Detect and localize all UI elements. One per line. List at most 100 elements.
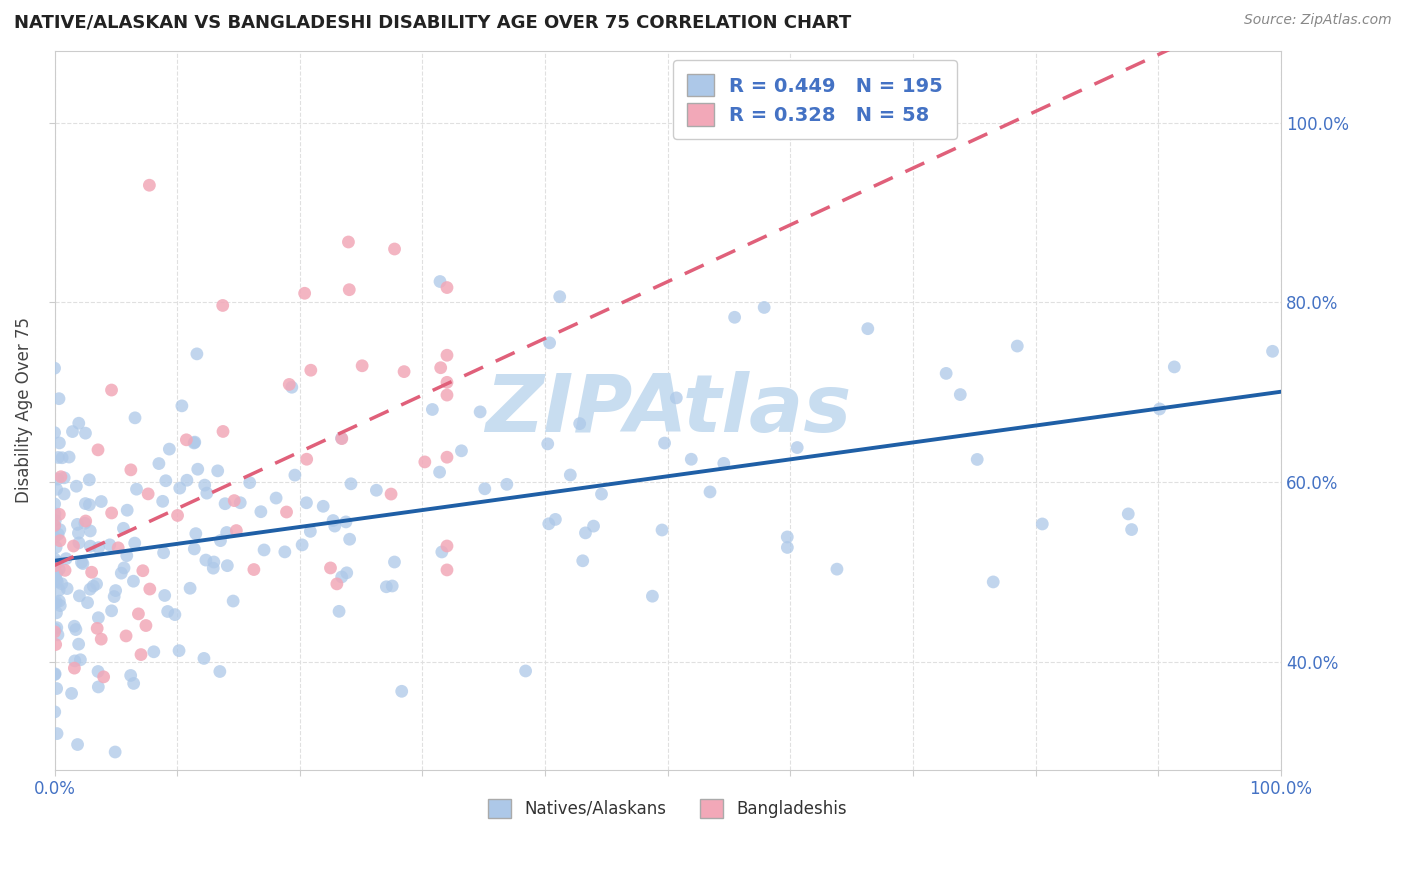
- Point: [468, 405, 491, 419]
- Point: [436, 539, 458, 553]
- Point: [152, 546, 174, 560]
- Point: [63, 619, 86, 633]
- Point: [44, 622, 66, 636]
- Point: [67, 589, 90, 603]
- Point: [49, 469, 72, 483]
- Point: [55, 551, 77, 566]
- Point: [45, 681, 67, 696]
- Point: [436, 280, 458, 294]
- Point: [436, 348, 458, 362]
- Point: [430, 545, 453, 559]
- Point: [294, 286, 316, 301]
- Point: [754, 301, 776, 315]
- Point: [1261, 344, 1284, 359]
- Point: [46, 574, 69, 589]
- Point: [44, 518, 66, 533]
- Point: [786, 441, 808, 455]
- Point: [474, 482, 496, 496]
- Point: [51, 450, 73, 465]
- Point: [142, 645, 165, 659]
- Point: [214, 497, 236, 511]
- Point: [1163, 359, 1185, 374]
- Point: [44, 558, 66, 573]
- Point: [75, 497, 97, 511]
- Point: [340, 476, 363, 491]
- Point: [776, 541, 799, 555]
- Point: [44, 596, 66, 610]
- Point: [225, 524, 247, 538]
- Point: [56, 582, 79, 596]
- Point: [224, 493, 246, 508]
- Point: [86, 621, 108, 635]
- Point: [295, 452, 318, 467]
- Point: [651, 523, 673, 537]
- Point: [665, 391, 688, 405]
- Point: [72, 557, 94, 571]
- Point: [222, 594, 245, 608]
- Point: [337, 235, 360, 249]
- Point: [299, 363, 322, 377]
- Point: [44, 361, 66, 376]
- Point: [100, 383, 122, 397]
- Point: [103, 590, 125, 604]
- Point: [1116, 507, 1139, 521]
- Point: [48, 583, 70, 598]
- Point: [45, 606, 67, 620]
- Point: [538, 335, 561, 350]
- Point: [45, 540, 67, 554]
- Point: [127, 607, 149, 621]
- Point: [45, 595, 67, 609]
- Point: [949, 387, 972, 401]
- Point: [167, 643, 190, 657]
- Point: [229, 496, 252, 510]
- Point: [80, 566, 103, 580]
- Point: [45, 638, 67, 652]
- Point: [384, 555, 406, 569]
- Point: [935, 367, 957, 381]
- Point: [93, 670, 115, 684]
- Point: [44, 551, 66, 566]
- Point: [125, 482, 148, 496]
- Point: [58, 450, 80, 464]
- Point: [90, 494, 112, 508]
- Y-axis label: Disability Age Over 75: Disability Age Over 75: [15, 318, 32, 503]
- Point: [330, 570, 353, 584]
- Point: [51, 576, 73, 591]
- Point: [291, 538, 314, 552]
- Point: [544, 512, 567, 526]
- Point: [67, 416, 90, 430]
- Point: [436, 388, 458, 402]
- Point: [46, 726, 69, 740]
- Point: [166, 508, 188, 523]
- Point: [86, 577, 108, 591]
- Point: [87, 611, 110, 625]
- Point: [120, 463, 142, 477]
- Point: [79, 498, 101, 512]
- Point: [69, 653, 91, 667]
- Legend: Natives/Alaskans, Bangladeshis: Natives/Alaskans, Bangladeshis: [479, 790, 856, 826]
- Point: [63, 654, 86, 668]
- Point: [87, 680, 110, 694]
- Point: [1121, 523, 1143, 537]
- Point: [413, 455, 436, 469]
- Point: [335, 515, 357, 529]
- Point: [73, 516, 96, 531]
- Point: [429, 465, 451, 479]
- Point: [681, 452, 703, 467]
- Point: [825, 562, 848, 576]
- Text: NATIVE/ALASKAN VS BANGLADESHI DISABILITY AGE OVER 75 CORRELATION CHART: NATIVE/ALASKAN VS BANGLADESHI DISABILITY…: [14, 13, 851, 31]
- Point: [641, 589, 664, 603]
- Point: [217, 558, 239, 573]
- Point: [49, 523, 72, 537]
- Point: [45, 566, 67, 581]
- Point: [136, 487, 159, 501]
- Point: [79, 539, 101, 553]
- Point: [176, 473, 198, 487]
- Point: [60, 686, 83, 700]
- Point: [330, 431, 353, 445]
- Point: [183, 541, 205, 556]
- Point: [63, 661, 86, 675]
- Point: [537, 516, 560, 531]
- Point: [44, 667, 66, 681]
- Point: [193, 651, 215, 665]
